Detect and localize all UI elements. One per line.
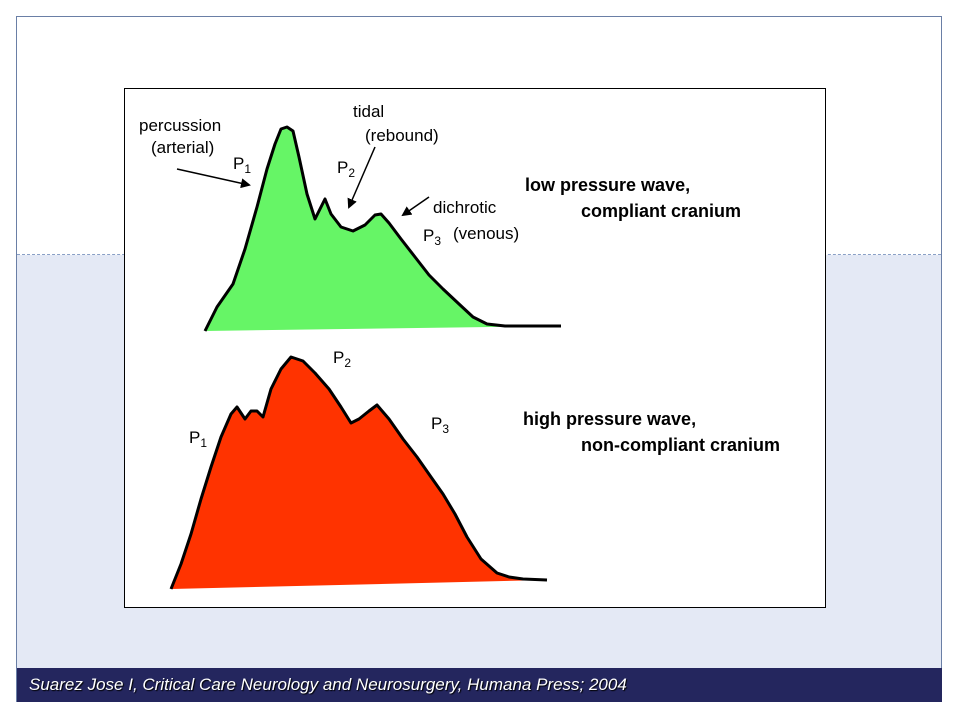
label-rebound: (rebound) [365, 126, 439, 145]
low-pressure-waveform [205, 127, 561, 331]
low-wave-title-line1: low pressure wave, [525, 175, 690, 195]
high-wave-title-line1: high pressure wave, [523, 409, 696, 429]
label-arterial: (arterial) [151, 138, 214, 157]
tidal-arrow [347, 146, 376, 209]
citation-bar: Suarez Jose I, Critical Care Neurology a… [17, 668, 942, 702]
label-dichrotic: dichrotic [433, 198, 497, 217]
label-venous: (venous) [453, 224, 519, 243]
waveform-diagram: percussion (arterial) P1 tidal (rebound)… [139, 102, 780, 590]
label-tidal: tidal [353, 102, 384, 121]
percussion-arrow [176, 168, 251, 189]
icp-waveform-figure: percussion (arterial) P1 tidal (rebound)… [124, 88, 826, 608]
high-wave-title-line2: non-compliant cranium [581, 435, 780, 455]
high-pressure-waveform [171, 357, 547, 589]
high-pressure-trace [169, 355, 548, 590]
label-p3-low: P3 [423, 226, 441, 248]
dichrotic-arrow [401, 196, 430, 217]
label-p1-high: P1 [189, 428, 207, 450]
low-wave-title-line2: compliant cranium [581, 201, 741, 221]
label-p1-low: P1 [233, 154, 251, 176]
low-pressure-trace [203, 125, 561, 332]
citation-text: Suarez Jose I, Critical Care Neurology a… [29, 675, 627, 694]
label-percussion: percussion [139, 116, 221, 135]
label-p3-high: P3 [431, 414, 449, 436]
label-p2-high: P2 [333, 348, 351, 370]
label-p2-low: P2 [337, 158, 355, 180]
